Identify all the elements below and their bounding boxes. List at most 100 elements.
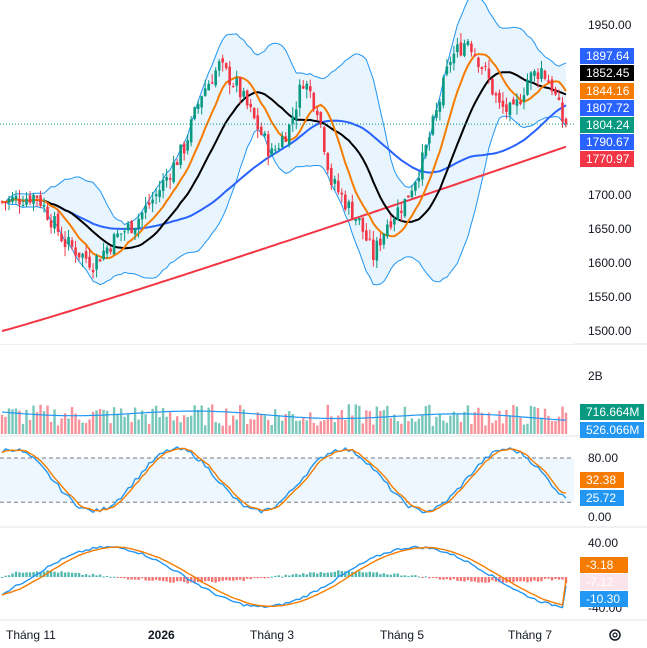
- gear-icon[interactable]: [609, 629, 621, 641]
- volume-bar: [172, 420, 175, 434]
- macd-histogram-bar: [284, 574, 287, 577]
- macd-histogram-bar: [256, 577, 259, 579]
- svg-text:-10.30: -10.30: [586, 592, 620, 606]
- candle-body: [550, 79, 554, 92]
- macd-histogram-bar: [508, 577, 512, 583]
- volume-bar: [494, 420, 498, 434]
- volume-bar: [196, 409, 200, 434]
- candle-body: [203, 88, 207, 96]
- svg-text:526.066M: 526.066M: [586, 423, 639, 437]
- price-tick-label: 1600.00: [588, 256, 632, 270]
- price-tick-label: 1550.00: [588, 290, 632, 304]
- macd-histogram-bar: [540, 577, 543, 582]
- candle-body: [7, 198, 11, 203]
- macd-histogram-bar: [501, 577, 505, 583]
- volume-bar: [449, 415, 452, 434]
- volume-bar: [466, 405, 470, 434]
- macd-histogram-bar: [421, 577, 424, 578]
- macd-histogram-bar: [260, 577, 263, 578]
- macd-histogram-bar: [550, 577, 554, 581]
- candle-body: [466, 41, 470, 45]
- candle-body: [214, 70, 217, 86]
- volume-bar: [309, 412, 312, 434]
- volume-bar: [193, 405, 196, 434]
- volume-bar: [508, 415, 512, 434]
- volume-bar: [477, 407, 480, 434]
- ma20-line: [1, 71, 567, 250]
- macd-histogram-bar: [319, 572, 322, 577]
- macd-histogram-bar: [158, 577, 161, 581]
- macd-histogram-bar: [91, 573, 95, 577]
- candle-body: [389, 221, 393, 228]
- volume-bar: [372, 424, 375, 434]
- candle-body: [557, 97, 561, 100]
- macd-histogram-bar: [39, 571, 42, 577]
- candle-body: [494, 93, 498, 96]
- volume-bar: [354, 404, 358, 434]
- macd-histogram-bar: [561, 577, 564, 580]
- volume-ma-line: [1, 410, 567, 421]
- volume-panel[interactable]: 2B 716.664M 526.066M: [0, 369, 644, 438]
- macd-histogram-bar: [361, 572, 365, 577]
- price-panel[interactable]: [0, 0, 574, 344]
- volume-bar: [42, 411, 46, 434]
- macd-histogram-bar: [116, 577, 119, 578]
- volume-bar: [435, 416, 438, 434]
- volume-bar: [56, 425, 60, 434]
- volume-bar: [274, 409, 277, 434]
- volume-bar: [403, 406, 407, 434]
- macd-histogram-bar: [84, 574, 88, 577]
- candle-body: [375, 240, 379, 261]
- macd-histogram-bar: [274, 575, 277, 577]
- macd-histogram-bar: [368, 571, 372, 577]
- macd-histogram-bar: [109, 576, 112, 578]
- candle-body: [344, 194, 347, 210]
- volume-bar: [547, 415, 550, 434]
- candle-body: [522, 95, 526, 102]
- macd-histogram-bar: [112, 576, 116, 578]
- candle-body: [379, 238, 382, 246]
- candle-body: [14, 195, 18, 200]
- macd-histogram-bar: [428, 577, 431, 579]
- volume-bar: [344, 419, 347, 434]
- candle-body: [294, 109, 298, 120]
- stoch-badge: 32.38: [580, 472, 624, 488]
- macd-histogram-bar: [4, 575, 7, 577]
- volume-bar: [154, 405, 158, 434]
- macd-histogram-bar: [179, 577, 182, 582]
- candle-body: [235, 78, 239, 86]
- volume-badge: 716.664M: [580, 404, 644, 420]
- candle-body: [277, 148, 281, 150]
- candle-body: [526, 79, 529, 95]
- macd-histogram-bar: [224, 577, 228, 581]
- stochastic-panel[interactable]: 80.00 0.00 32.38 25.72: [0, 446, 624, 524]
- candle-body: [396, 207, 400, 220]
- volume-bar: [161, 407, 165, 434]
- ma200-line: [1, 145, 567, 332]
- macd-histogram-bar: [316, 573, 319, 577]
- macd-histogram-bar: [340, 571, 344, 577]
- candle-body: [98, 259, 102, 262]
- candle-body: [372, 239, 375, 260]
- volume-bar: [337, 415, 340, 434]
- macd-histogram-bar: [168, 577, 172, 583]
- volume-bar: [214, 422, 217, 434]
- volume-bar: [487, 412, 491, 434]
- candle-body: [543, 70, 547, 79]
- macd-histogram-bar: [239, 577, 242, 580]
- macd-panel[interactable]: 40.00-40.00-3.18-7.12-10.30: [0, 536, 628, 615]
- candle-body: [308, 86, 312, 92]
- candle-body: [449, 61, 452, 65]
- candle-body: [452, 53, 456, 64]
- volume-bar: [182, 415, 186, 434]
- volume-bar: [119, 408, 123, 434]
- macd-histogram-bar: [445, 577, 449, 580]
- macd-histogram-bar: [67, 572, 70, 577]
- macd-histogram-bar: [333, 571, 336, 577]
- macd-histogram-bar: [372, 572, 375, 577]
- date-tick-label: Tháng 5: [380, 628, 424, 642]
- volume-bar: [424, 406, 428, 434]
- macd-histogram-bar: [487, 577, 491, 583]
- volume-bar: [277, 415, 280, 434]
